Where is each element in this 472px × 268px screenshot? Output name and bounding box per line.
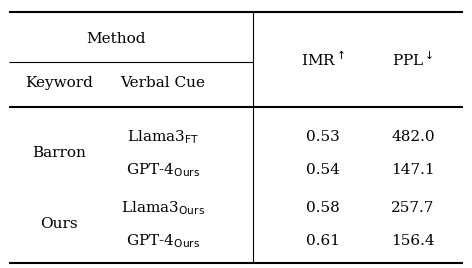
Text: Verbal Cue: Verbal Cue [120, 76, 205, 90]
Text: PPL$^{\downarrow}$: PPL$^{\downarrow}$ [392, 50, 434, 69]
Text: Llama3$_{\mathrm{Ours}}$: Llama3$_{\mathrm{Ours}}$ [121, 199, 205, 217]
Text: Llama3$_{\mathrm{FT}}$: Llama3$_{\mathrm{FT}}$ [127, 128, 199, 146]
Text: 0.53: 0.53 [306, 130, 340, 144]
Text: IMR$^{\uparrow}$: IMR$^{\uparrow}$ [301, 50, 346, 69]
Text: Ours: Ours [40, 217, 78, 232]
Text: 0.54: 0.54 [306, 163, 340, 177]
Text: 147.1: 147.1 [391, 163, 435, 177]
Text: GPT-4$_{\mathrm{Ours}}$: GPT-4$_{\mathrm{Ours}}$ [126, 161, 200, 179]
Text: GPT-4$_{\mathrm{Ours}}$: GPT-4$_{\mathrm{Ours}}$ [126, 232, 200, 250]
Text: 0.58: 0.58 [306, 201, 340, 215]
Text: Keyword: Keyword [25, 76, 93, 90]
Text: Barron: Barron [32, 146, 86, 161]
Text: 257.7: 257.7 [391, 201, 435, 215]
Text: 0.61: 0.61 [306, 234, 340, 248]
Text: Method: Method [86, 32, 145, 46]
Text: 482.0: 482.0 [391, 130, 435, 144]
Text: 156.4: 156.4 [391, 234, 435, 248]
